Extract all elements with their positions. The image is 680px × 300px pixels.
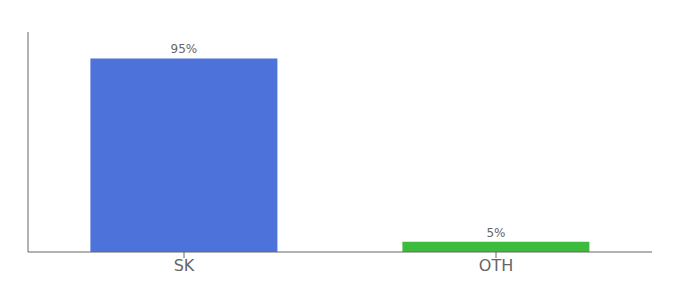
svg-text:SK: SK [174,256,195,275]
svg-text:95%: 95% [171,42,198,56]
svg-text:OTH: OTH [479,256,513,275]
svg-text:5%: 5% [486,226,505,240]
